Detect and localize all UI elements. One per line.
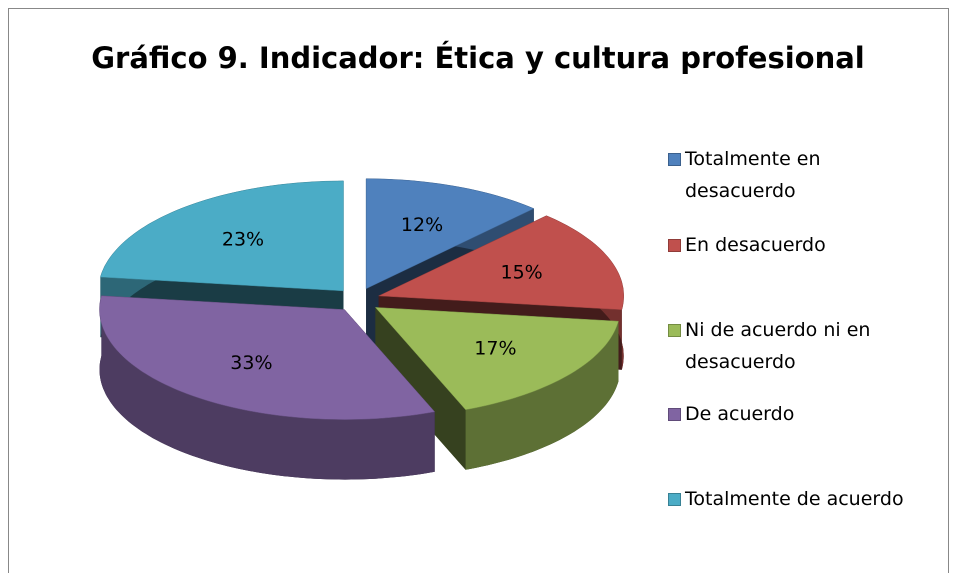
legend-swatch — [668, 239, 681, 252]
pie-slice — [378, 215, 624, 310]
pie-slice — [99, 295, 436, 420]
legend-swatch — [668, 408, 681, 421]
data-label: 12% — [401, 214, 443, 236]
legend-item: Totalmente en desacuerdo — [668, 143, 868, 207]
legend-label: Ni de acuerdo ni en desacuerdo — [685, 319, 871, 373]
legend-label: En desacuerdo — [685, 234, 826, 256]
pie-slice-group: 17% — [374, 307, 619, 470]
legend-label: Totalmente de acuerdo — [685, 488, 904, 510]
legend-item: De acuerdo — [668, 398, 918, 430]
legend-swatch — [668, 493, 681, 506]
data-label: 17% — [474, 338, 516, 360]
legend-swatch — [668, 324, 681, 337]
legend-item: Ni de acuerdo ni en desacuerdo — [668, 314, 878, 378]
legend-item: En desacuerdo — [668, 229, 918, 261]
legend-label: Totalmente en desacuerdo — [685, 148, 821, 202]
pie-slice-group: 33% — [99, 295, 436, 480]
data-label: 15% — [501, 261, 543, 283]
pie-slice — [374, 307, 619, 410]
data-label: 23% — [222, 228, 264, 250]
pie-slice — [100, 180, 344, 292]
legend-swatch — [668, 153, 681, 166]
pie-slice-wall — [465, 321, 619, 470]
chart-title: Gráfico 9. Indicador: Ética y cultura pr… — [91, 41, 865, 75]
legend-item: Totalmente de acuerdo — [668, 483, 954, 515]
pie-slice-wall — [99, 295, 435, 480]
data-label: 33% — [230, 352, 272, 374]
pie: 12% 23% 15% 17% 33% — [99, 178, 624, 480]
legend-label: De acuerdo — [685, 403, 795, 425]
pie-slice — [365, 178, 535, 290]
pie-slice-side — [375, 307, 466, 470]
